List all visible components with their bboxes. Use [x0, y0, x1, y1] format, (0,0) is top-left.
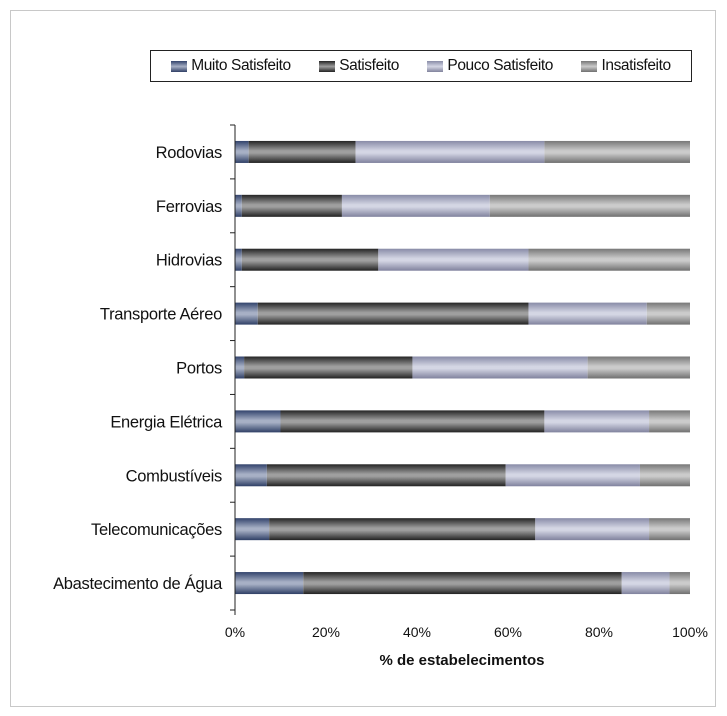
bar-insatisfeito-6: [639, 464, 690, 487]
x-tick-label: 0%: [225, 624, 245, 640]
legend-swatch-pouco-satisfeito: [427, 60, 444, 72]
bar-muito-satisfeito-4: [235, 356, 245, 379]
bar-insatisfeito-5: [649, 410, 690, 433]
bar-muito-satisfeito-5: [235, 410, 281, 433]
legend-item-muito-satisfeito: Muito Satisfeito: [171, 57, 291, 75]
legend-swatch-satisfeito: [319, 60, 336, 72]
category-label: Rodovias: [156, 144, 222, 162]
legend-label-muito-satisfeito: Muito Satisfeito: [191, 57, 291, 74]
bar-muito-satisfeito-6: [235, 464, 267, 487]
x-tick-label: 60%: [494, 624, 522, 640]
bar-insatisfeito-2: [528, 248, 690, 271]
bar-satisfeito-5: [280, 410, 545, 433]
category-label: Portos: [176, 360, 222, 378]
x-tick-label: 100%: [672, 624, 708, 640]
legend-swatch-insatisfeito: [581, 60, 598, 72]
bar-muito-satisfeito-0: [235, 140, 249, 163]
bar-insatisfeito-3: [646, 302, 690, 325]
bar-satisfeito-3: [257, 302, 529, 325]
category-label: Energia Elétrica: [110, 413, 223, 431]
bar-muito-satisfeito-2: [235, 248, 242, 271]
legend-item-satisfeito: Satisfeito: [319, 57, 399, 75]
bar-muito-satisfeito-7: [235, 518, 270, 541]
bar-satisfeito-1: [241, 194, 342, 217]
legend: Muito Satisfeito Satisfeito Pouco Satisf…: [150, 50, 692, 82]
category-label: Telecomunicações: [91, 521, 222, 539]
legend-label-insatisfeito: Insatisfeito: [601, 57, 671, 74]
bar-pouco-satisfeito-3: [528, 302, 647, 325]
legend-item-insatisfeito: Insatisfeito: [581, 57, 671, 75]
bar-pouco-satisfeito-7: [535, 518, 650, 541]
category-label: Hidrovias: [156, 252, 222, 270]
category-label: Ferrovias: [156, 198, 222, 216]
bar-insatisfeito-7: [649, 518, 690, 541]
bar-satisfeito-7: [269, 518, 536, 541]
category-label: Transporte Aéreo: [100, 306, 222, 324]
legend-label-pouco-satisfeito: Pouco Satisfeito: [447, 57, 554, 74]
bar-pouco-satisfeito-8: [621, 572, 670, 595]
bar-insatisfeito-8: [669, 572, 690, 595]
bars-layer: Rodovias Ferrovias Hidrovias Transporte Aér…: [53, 140, 690, 595]
bar-pouco-satisfeito-5: [544, 410, 650, 433]
legend-label-satisfeito: Satisfeito: [339, 57, 399, 74]
x-tick-label: 80%: [585, 624, 613, 640]
bar-insatisfeito-1: [489, 194, 690, 217]
bar-insatisfeito-4: [587, 356, 690, 379]
legend-swatch-muito-satisfeito: [171, 60, 188, 72]
bar-insatisfeito-0: [544, 140, 690, 163]
bar-muito-satisfeito-3: [235, 302, 258, 325]
bar-pouco-satisfeito-6: [505, 464, 640, 487]
axes-layer: 0% 20% 40% 60% 80% 100%: [225, 124, 708, 640]
bar-muito-satisfeito-8: [235, 572, 304, 595]
category-label: Abastecimento de Água: [53, 574, 223, 593]
bar-satisfeito-4: [244, 356, 413, 379]
bar-satisfeito-6: [266, 464, 506, 487]
x-tick-label: 40%: [403, 624, 431, 640]
bar-muito-satisfeito-1: [235, 194, 242, 217]
x-axis-title: % de estabelecimentos: [379, 652, 544, 669]
x-tick-label: 20%: [312, 624, 340, 640]
bar-pouco-satisfeito-4: [412, 356, 588, 379]
bar-pouco-satisfeito-0: [355, 140, 545, 163]
category-label: Combustíveis: [126, 467, 222, 485]
bar-satisfeito-8: [303, 572, 622, 595]
legend-item-pouco-satisfeito: Pouco Satisfeito: [427, 57, 553, 75]
bar-satisfeito-2: [241, 248, 379, 271]
bar-satisfeito-0: [248, 140, 356, 163]
bar-pouco-satisfeito-2: [378, 248, 529, 271]
bar-pouco-satisfeito-1: [341, 194, 490, 217]
